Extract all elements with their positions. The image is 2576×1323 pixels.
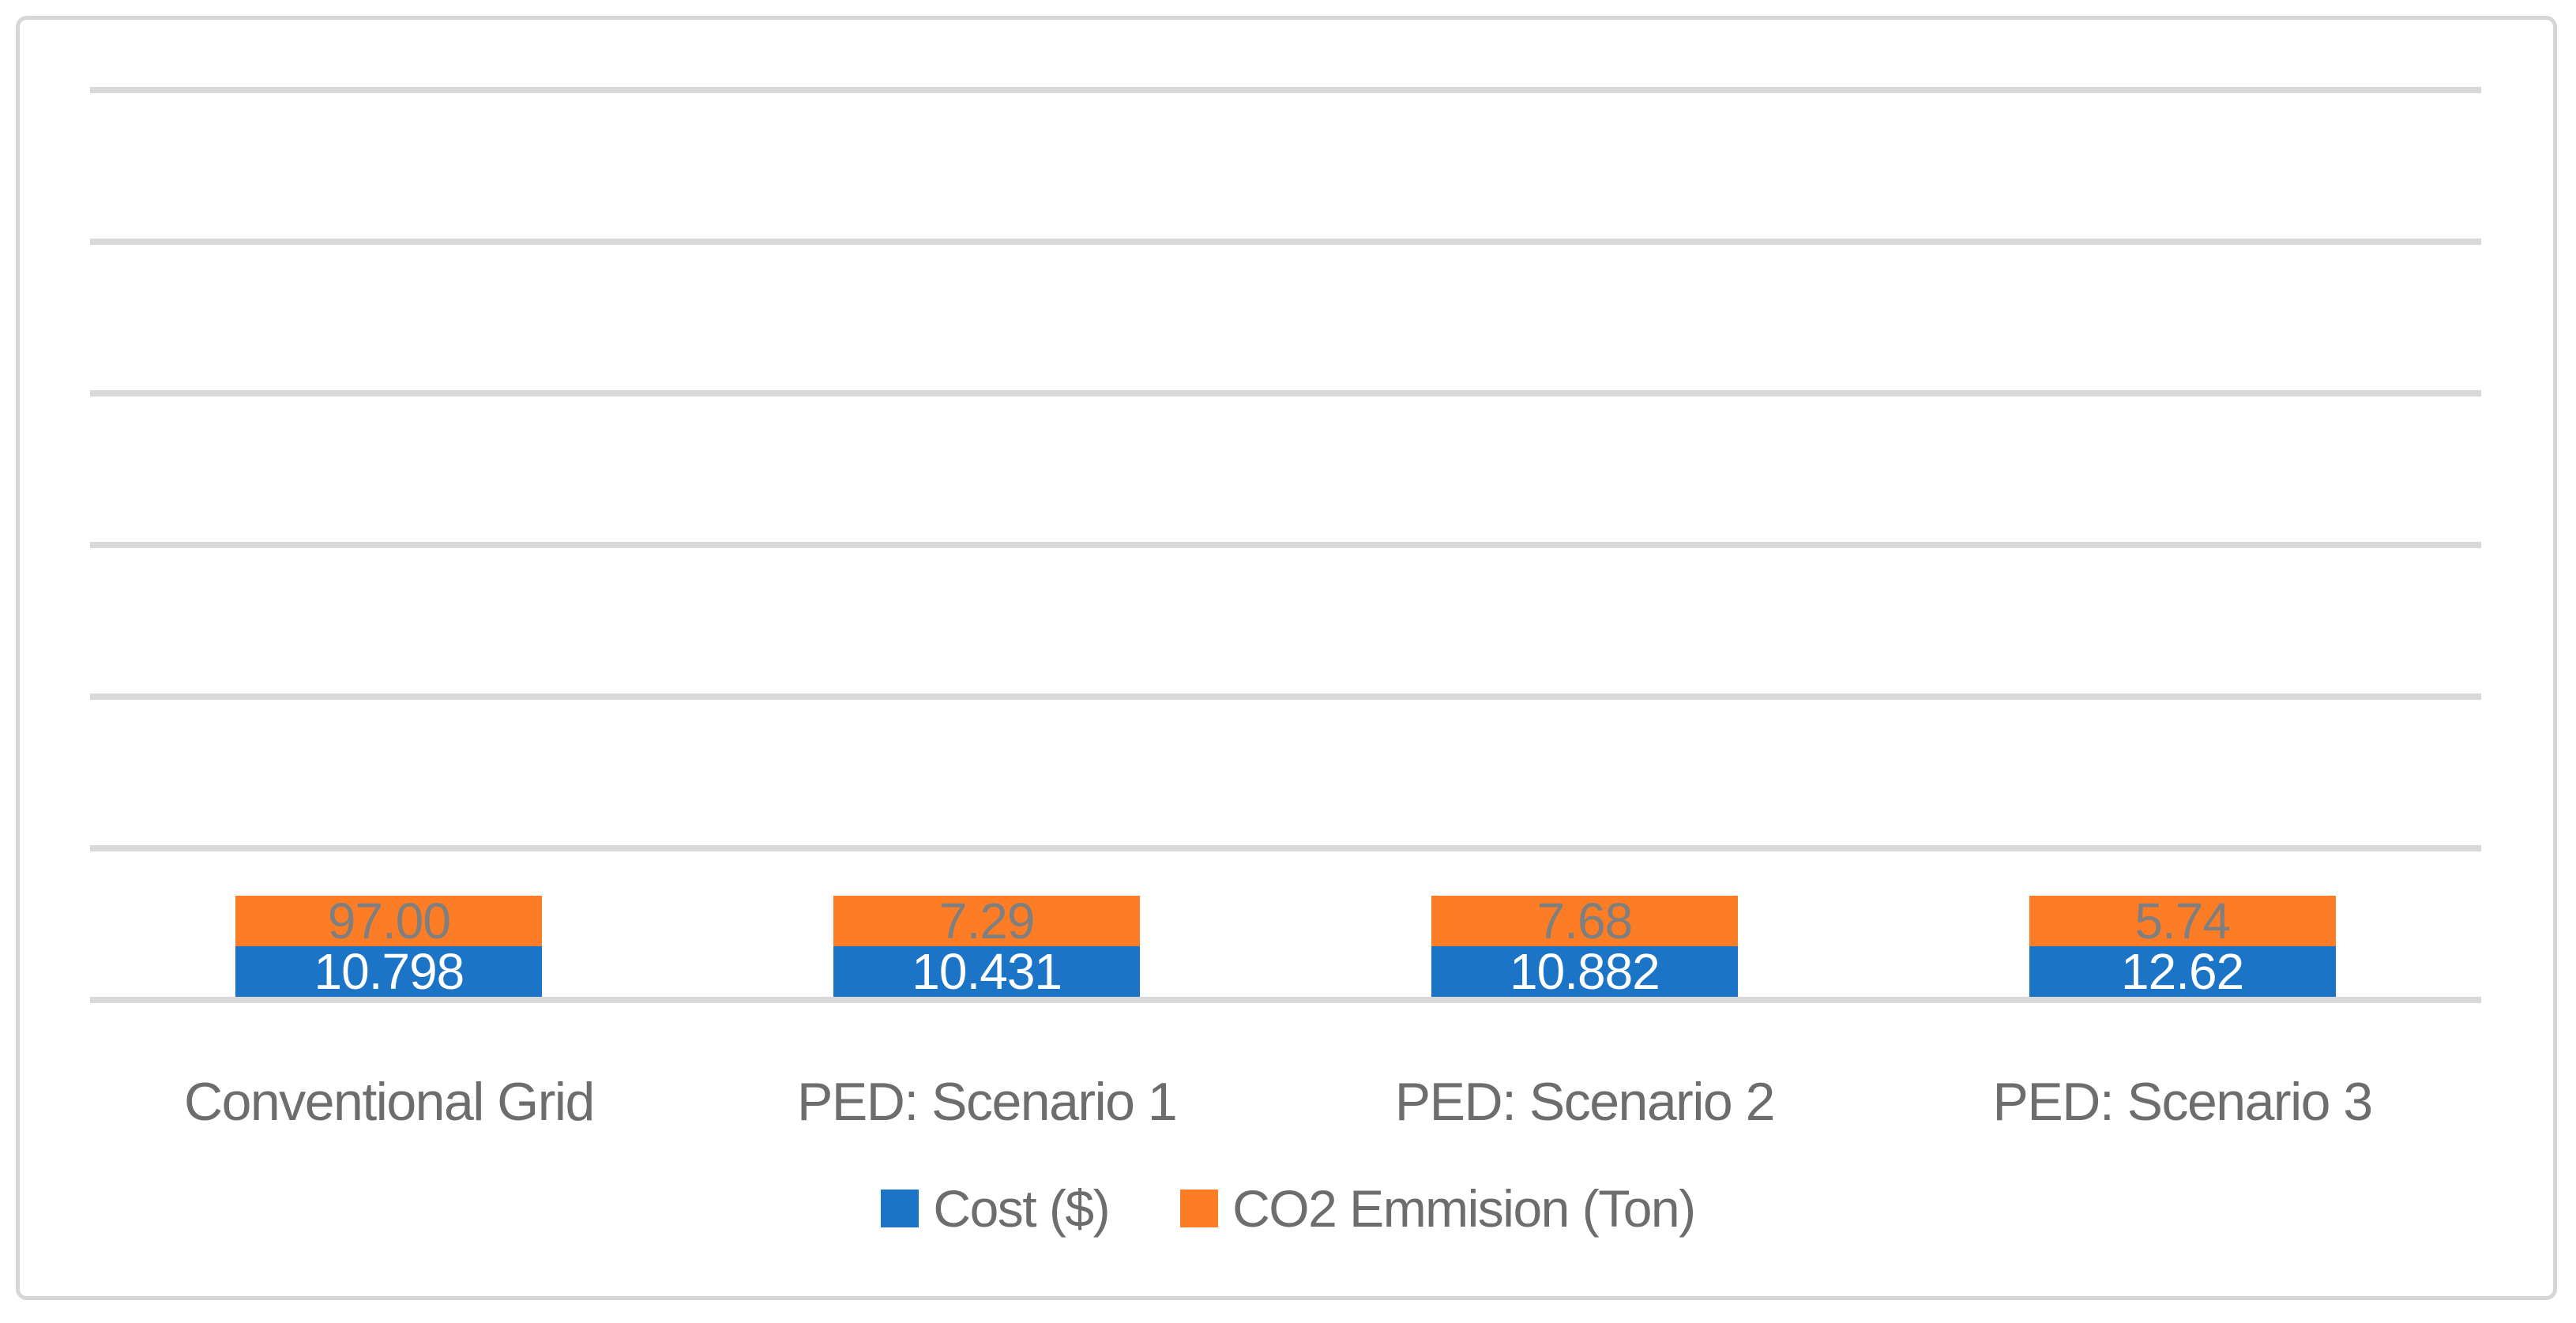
co2-bar-segment: 7.68 [1431, 896, 1738, 946]
co2-bar-segment: 5.74 [2029, 896, 2336, 946]
bar-group-conventional-grid: 97.00 10.798 [90, 87, 688, 997]
gridline [90, 390, 2481, 397]
legend-label-cost: Cost ($) [933, 1179, 1110, 1238]
bar-group-ped-scenario-2: 7.68 10.882 [1286, 87, 1884, 997]
x-axis-label-ped-scenario-3: PED: Scenario 3 [1992, 1072, 2374, 1132]
bar-group-ped-scenario-1: 7.29 10.431 [688, 87, 1286, 997]
data-label-cost: 10.798 [314, 943, 465, 1000]
legend-label-co2: CO2 Emmision (Ton) [1232, 1179, 1696, 1238]
gridline [90, 542, 2481, 548]
x-axis-label-ped-scenario-2: PED: Scenario 2 [1394, 1072, 1776, 1132]
cost-bar-segment: 10.431 [833, 943, 1141, 1000]
data-label-cost: 10.431 [912, 943, 1062, 1000]
gridline [90, 845, 2481, 851]
plot-area: 97.00 10.798 7.29 10.431 [90, 87, 2481, 1003]
gridline [90, 693, 2481, 700]
chart-legend: Cost ($) CO2 Emmision (Ton) [0, 1177, 2576, 1240]
stacked-bar: 7.68 10.882 [1431, 896, 1738, 997]
x-axis-label-ped-scenario-1: PED: Scenario 1 [797, 1072, 1178, 1132]
legend-item-cost: Cost ($) [881, 1179, 1111, 1238]
gridline [90, 87, 2481, 93]
stacked-bar: 5.74 12.62 [2029, 896, 2336, 997]
x-axis-label-conventional-grid: Conventional Grid [183, 1072, 595, 1132]
co2-bar-segment: 7.29 [833, 893, 1141, 949]
cost-legend-marker-icon [881, 1190, 919, 1227]
data-label-co2: 7.29 [938, 893, 1036, 949]
stacked-bar: 7.29 10.431 [833, 893, 1141, 1000]
legend-item-co2: CO2 Emmision (Ton) [1180, 1179, 1696, 1238]
data-label-cost: 10.882 [1510, 943, 1660, 1000]
cost-bar-segment: 10.882 [1431, 946, 1738, 997]
x-axis-labels: Conventional Grid PED: Scenario 1 PED: S… [90, 1051, 2481, 1153]
bar-group-ped-scenario-3: 5.74 12.62 [1883, 87, 2481, 997]
data-label-co2: 97.00 [327, 893, 451, 949]
stacked-bar: 97.00 10.798 [235, 893, 543, 1000]
cost-bar-segment: 10.798 [235, 943, 543, 1000]
data-label-co2: 5.74 [2134, 893, 2231, 949]
data-label-cost: 12.62 [2121, 943, 2244, 1000]
gridline [90, 239, 2481, 245]
gridline [90, 997, 2481, 1003]
co2-bar-segment: 97.00 [235, 893, 543, 949]
data-label-co2: 7.68 [1536, 893, 1634, 949]
bars-container: 97.00 10.798 7.29 10.431 [90, 87, 2481, 997]
cost-bar-segment: 12.62 [2029, 946, 2336, 997]
co2-legend-marker-icon [1180, 1190, 1219, 1227]
